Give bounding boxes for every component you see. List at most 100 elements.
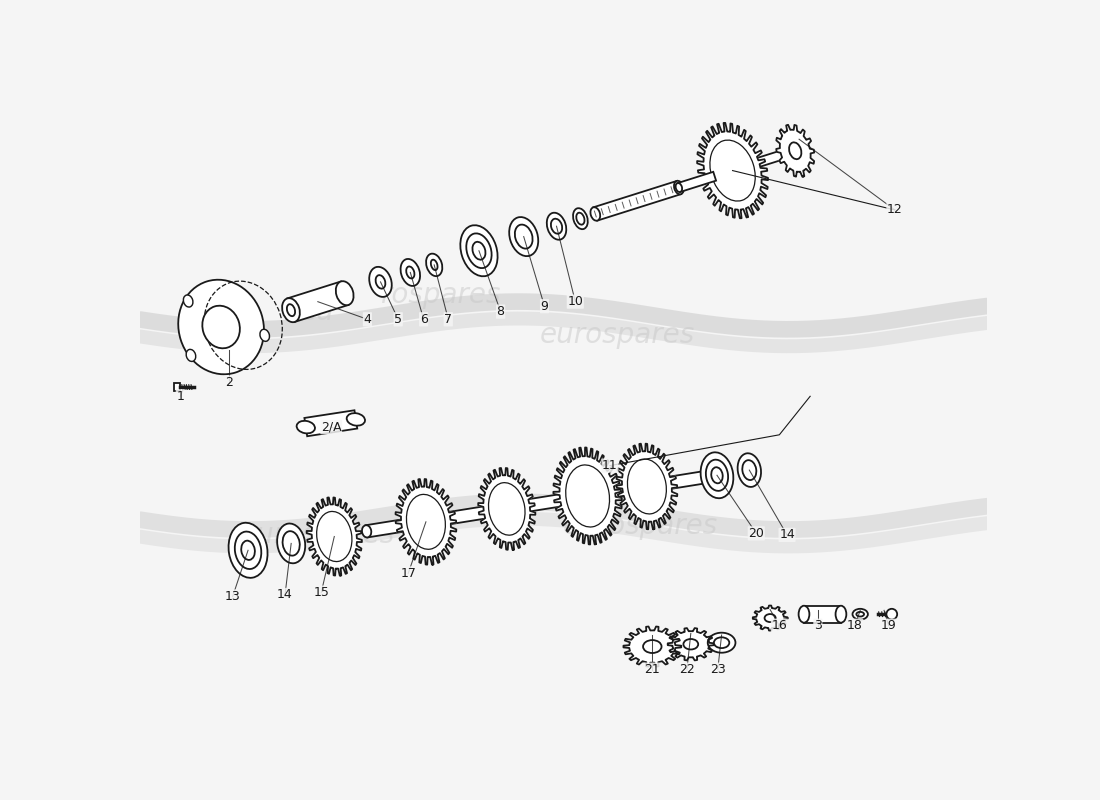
Polygon shape — [752, 606, 788, 630]
Ellipse shape — [591, 207, 601, 221]
Ellipse shape — [229, 522, 267, 578]
Ellipse shape — [799, 606, 810, 622]
Ellipse shape — [789, 142, 802, 159]
Text: 19: 19 — [881, 619, 896, 632]
Ellipse shape — [707, 633, 736, 653]
Ellipse shape — [297, 421, 315, 434]
Ellipse shape — [500, 499, 514, 518]
Ellipse shape — [328, 527, 341, 546]
Ellipse shape — [460, 226, 497, 276]
Ellipse shape — [234, 531, 262, 569]
Text: eurospares: eurospares — [563, 512, 718, 540]
Ellipse shape — [277, 523, 305, 563]
Ellipse shape — [710, 140, 756, 201]
Text: rospares: rospares — [381, 281, 500, 309]
Ellipse shape — [887, 609, 898, 619]
Polygon shape — [713, 147, 793, 181]
Ellipse shape — [725, 160, 740, 182]
Polygon shape — [668, 628, 714, 660]
Ellipse shape — [406, 266, 415, 278]
Ellipse shape — [836, 606, 846, 622]
Ellipse shape — [202, 306, 240, 348]
Ellipse shape — [370, 267, 392, 297]
Polygon shape — [307, 498, 362, 575]
Ellipse shape — [627, 459, 667, 514]
Polygon shape — [678, 172, 716, 192]
Ellipse shape — [576, 213, 584, 225]
Text: eu: eu — [300, 298, 334, 326]
Ellipse shape — [406, 494, 446, 550]
Ellipse shape — [852, 609, 868, 619]
Polygon shape — [396, 479, 456, 565]
Ellipse shape — [336, 281, 353, 306]
Ellipse shape — [640, 477, 653, 496]
Polygon shape — [365, 471, 707, 538]
Polygon shape — [305, 410, 358, 436]
Ellipse shape — [426, 254, 442, 276]
Text: 3: 3 — [814, 619, 822, 632]
Text: 5: 5 — [394, 313, 403, 326]
Text: 8: 8 — [496, 305, 505, 318]
Text: 2: 2 — [224, 376, 233, 389]
Ellipse shape — [856, 612, 865, 617]
Ellipse shape — [509, 217, 538, 256]
Polygon shape — [593, 181, 681, 221]
Ellipse shape — [317, 511, 352, 562]
Ellipse shape — [178, 280, 264, 374]
Ellipse shape — [515, 225, 532, 249]
Polygon shape — [624, 626, 681, 666]
Text: 21: 21 — [645, 663, 660, 676]
Polygon shape — [478, 468, 536, 550]
Text: eurospares: eurospares — [240, 521, 395, 549]
Text: 4: 4 — [363, 313, 372, 326]
Text: eurospares: eurospares — [540, 321, 695, 349]
Ellipse shape — [547, 213, 567, 240]
Text: 14: 14 — [277, 589, 293, 602]
Ellipse shape — [581, 486, 595, 506]
Text: 13: 13 — [224, 590, 241, 603]
Text: 9: 9 — [540, 300, 549, 313]
Ellipse shape — [419, 512, 433, 532]
Ellipse shape — [400, 259, 420, 286]
Ellipse shape — [712, 467, 723, 483]
FancyBboxPatch shape — [174, 383, 180, 391]
Ellipse shape — [551, 218, 562, 234]
Ellipse shape — [738, 454, 761, 487]
Ellipse shape — [683, 639, 698, 650]
Ellipse shape — [375, 275, 385, 289]
Ellipse shape — [431, 260, 438, 270]
Text: 7: 7 — [444, 313, 452, 326]
Ellipse shape — [282, 298, 300, 322]
Ellipse shape — [565, 465, 609, 527]
Text: 14: 14 — [779, 529, 795, 542]
Polygon shape — [777, 125, 814, 177]
Text: 11: 11 — [602, 459, 618, 472]
Ellipse shape — [742, 460, 757, 480]
Ellipse shape — [362, 526, 372, 538]
Ellipse shape — [701, 452, 734, 498]
Polygon shape — [616, 444, 678, 530]
Text: 23: 23 — [710, 663, 726, 676]
Ellipse shape — [283, 531, 300, 556]
Ellipse shape — [764, 614, 776, 622]
Polygon shape — [287, 282, 349, 322]
Ellipse shape — [466, 234, 492, 268]
Text: 17: 17 — [400, 567, 416, 580]
Text: 20: 20 — [748, 527, 764, 540]
Ellipse shape — [346, 413, 365, 426]
Ellipse shape — [184, 295, 192, 307]
Ellipse shape — [790, 149, 794, 154]
Ellipse shape — [472, 242, 485, 260]
Text: 10: 10 — [568, 295, 583, 308]
Text: 15: 15 — [314, 586, 329, 599]
Text: 16: 16 — [771, 619, 788, 632]
Polygon shape — [697, 123, 768, 218]
Ellipse shape — [287, 304, 295, 316]
Text: 12: 12 — [887, 203, 903, 217]
Ellipse shape — [260, 330, 270, 342]
Polygon shape — [804, 606, 842, 622]
Ellipse shape — [674, 181, 684, 194]
Text: 1: 1 — [176, 390, 184, 403]
Ellipse shape — [675, 183, 682, 192]
Ellipse shape — [706, 460, 728, 491]
